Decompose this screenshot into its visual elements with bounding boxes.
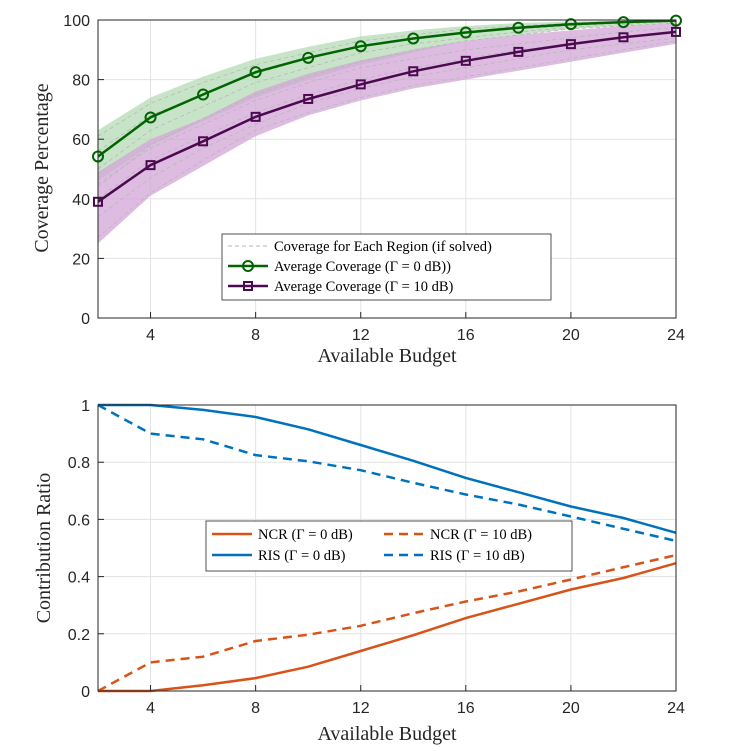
data-point [565, 39, 576, 50]
series-line-1 [98, 561, 677, 693]
x-tick-label: 20 [562, 700, 580, 717]
data-point [618, 32, 629, 43]
y-tick-label: 0.8 [68, 455, 90, 472]
data-point [407, 32, 420, 45]
data-point [617, 16, 630, 29]
region-coverage-line [97, 27, 677, 185]
x-tick-label: 20 [562, 327, 580, 344]
legend-label: NCR (Γ = 0 dB) [258, 527, 353, 543]
coverage-band-1 [98, 20, 676, 181]
data-point [512, 21, 525, 34]
chart-2: 4 8 12 16 20 24 0 0.2 0.4 0.6 0.8 1 Available Budget… [33, 398, 685, 745]
x-tick-label: 12 [352, 700, 370, 717]
x-tick-label: 8 [251, 327, 260, 344]
series-line-3 [98, 403, 677, 535]
series-line-4 [97, 403, 677, 543]
series-line-1 [97, 19, 677, 158]
y-axis-label: Coverage Percentage [31, 83, 53, 252]
x-tick-label: 16 [457, 700, 475, 717]
series-line-2 [97, 553, 677, 693]
legend-label: Coverage for Each Region (if solved) [274, 239, 492, 255]
y-tick-label: 0.2 [68, 627, 90, 644]
x-tick-label: 8 [251, 700, 260, 717]
y-tick-label: 0.6 [68, 512, 90, 529]
data-point [408, 66, 419, 77]
data-point [250, 111, 261, 122]
data-point [197, 88, 210, 101]
data-point [249, 66, 262, 79]
data-point [564, 18, 577, 31]
data-point [354, 40, 367, 53]
data-point [355, 79, 366, 90]
y-tick-label: 1 [81, 398, 90, 415]
legend-label: RIS (Γ = 10 dB) [430, 548, 525, 564]
legend-label: Average Coverage (Γ = 0 dB)) [274, 259, 451, 275]
axes-box [97, 404, 677, 692]
data-point [198, 136, 209, 147]
legend-label: NCR (Γ = 10 dB) [430, 527, 532, 543]
x-tick-label: 4 [146, 327, 155, 344]
legend-marker [242, 260, 254, 272]
y-axis-label: Contribution Ratio [33, 473, 55, 624]
x-tick-label: 4 [146, 700, 155, 717]
axes-box [97, 19, 677, 319]
y-tick-label: 80 [72, 73, 90, 90]
y-tick-label: 0.4 [68, 570, 90, 587]
x-tick-label: 16 [457, 327, 475, 344]
y-tick-label: 40 [72, 192, 90, 209]
legend-box [221, 233, 552, 301]
x-tick-label: 12 [352, 327, 370, 344]
data-point [144, 111, 157, 124]
chart-1: 4 8 12 16 20 24 0 20 40 60 80 100 Available Budget Co… [31, 13, 685, 367]
region-coverage-line [97, 37, 677, 218]
y-tick-label: 60 [72, 132, 90, 149]
legend-box [205, 520, 573, 572]
legend-label: RIS (Γ = 0 dB) [258, 548, 346, 564]
y-tick-label: 0 [81, 684, 90, 701]
legend-label: Average Coverage (Γ = 10 dB) [274, 279, 454, 295]
region-coverage-line [97, 40, 677, 238]
y-tick-label: 100 [63, 13, 90, 30]
y-tick-label: 0 [81, 311, 90, 328]
x-tick-label: 24 [667, 700, 685, 717]
x-tick-label: 24 [667, 327, 685, 344]
coverage-band-2 [98, 23, 676, 244]
data-point [513, 46, 524, 57]
y-tick-label: 20 [72, 251, 90, 268]
region-coverage-line [97, 21, 677, 170]
region-coverage-line [97, 19, 677, 137]
x-axis-label: Available Budget [317, 723, 456, 745]
legend: NCR (Γ = 0 dB) NCR (Γ = 10 dB) RIS (Γ = 0 … [205, 520, 573, 572]
legend: Coverage for Each Region (if solved) Aver… [221, 233, 552, 301]
data-point [459, 26, 472, 39]
data-point [303, 93, 314, 104]
data-point [145, 160, 156, 171]
x-axis-label: Available Budget [317, 345, 456, 367]
legend-marker [243, 281, 253, 291]
series-line-2 [97, 30, 677, 203]
data-point [302, 51, 315, 64]
data-point [460, 55, 471, 66]
